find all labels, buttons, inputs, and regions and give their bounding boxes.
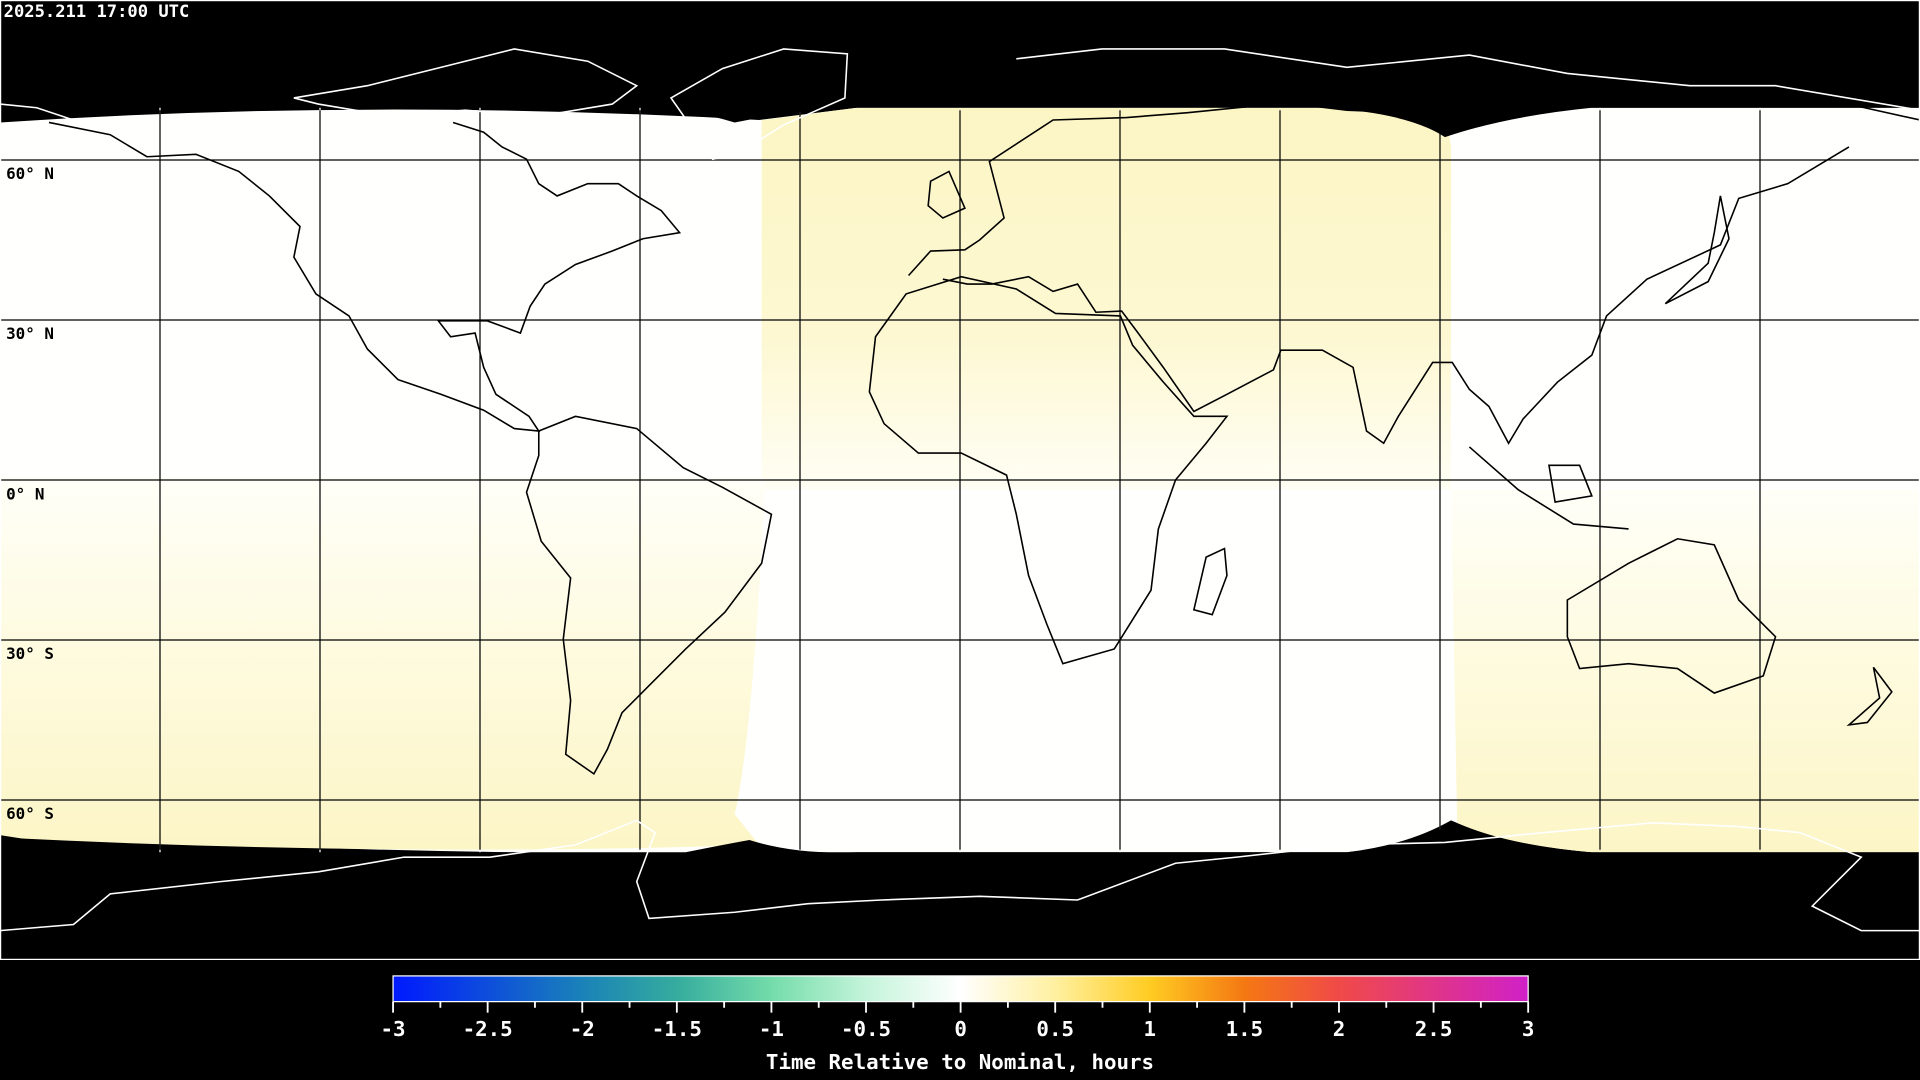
region-positive-north bbox=[761, 107, 1452, 490]
lat-label-30n: 30° N bbox=[6, 324, 54, 343]
colorbar-tick-label: 1 bbox=[1144, 1017, 1157, 1041]
coastline-chukotka bbox=[0, 103, 74, 121]
colorbar-tick-label: 2.5 bbox=[1415, 1017, 1453, 1041]
colorbar-label: Time Relative to Nominal, hours bbox=[766, 1050, 1154, 1074]
coastline-canadian-arctic bbox=[293, 48, 639, 118]
lat-label-60s: 60° S bbox=[6, 804, 54, 823]
coastline-greenland bbox=[669, 48, 849, 161]
colorbar-tick-label: 3 bbox=[1522, 1017, 1535, 1041]
colorbar-tick-label: -3 bbox=[381, 1017, 406, 1041]
coastline-africa bbox=[868, 275, 1229, 665]
lat-label-60n: 60° N bbox=[6, 164, 54, 183]
coastline-antarctica bbox=[0, 819, 1920, 932]
colorbar-tick-label: -1.5 bbox=[652, 1017, 702, 1041]
coastline-europe-asia bbox=[907, 87, 1920, 445]
colorbar-tick-label: 0.5 bbox=[1036, 1017, 1074, 1041]
colorbar-ticks: -3 -2.5 -2 -1.5 -1 -0.5 0 0.5 1 1.5 2 2.5 3 bbox=[381, 1001, 1535, 1041]
coastline-japan bbox=[1664, 195, 1730, 305]
coastline-siberia-coast bbox=[1016, 48, 1920, 111]
coastline-new-zealand bbox=[1846, 666, 1893, 727]
colorbar-tick-label: -0.5 bbox=[841, 1017, 891, 1041]
colorbar-gradient bbox=[392, 975, 1529, 1003]
map-panel: 2025.211 17:00 UTC 60° N 30° N 0° N 30° … bbox=[0, 0, 1920, 960]
colorbar-tick-label: 1.5 bbox=[1226, 1017, 1264, 1041]
colorbar-tick-label: -2.5 bbox=[463, 1017, 513, 1041]
colorbar-tick-label: 0 bbox=[954, 1017, 967, 1041]
coastline-indonesia bbox=[1468, 446, 1629, 530]
timestamp-title: 2025.211 17:00 UTC bbox=[4, 2, 190, 22]
colorbar: -3 -2.5 -2 -1.5 -1 -0.5 0 0.5 1 1.5 2 2.5 3 Time Rel… bbox=[381, 975, 1535, 1074]
lat-label-0n: 0° N bbox=[6, 485, 44, 504]
map-border bbox=[0, 0, 1920, 960]
region-positive-southwest bbox=[0, 477, 766, 850]
colorbar-tick-label: -2 bbox=[570, 1017, 595, 1041]
coastline-south-america bbox=[525, 415, 773, 776]
coastline-north-america bbox=[48, 121, 682, 432]
colorbar-tick-label: 2 bbox=[1333, 1017, 1346, 1041]
region-positive-southeast bbox=[1451, 489, 1920, 853]
coastline-uk bbox=[927, 170, 966, 219]
graticule-on-data bbox=[0, 110, 1920, 850]
colorbar-tick-label: -1 bbox=[759, 1017, 784, 1041]
coastline-madagascar bbox=[1192, 547, 1228, 616]
coastline-australia bbox=[1566, 537, 1777, 694]
lat-label-30s: 30° S bbox=[6, 644, 54, 663]
coastlines bbox=[0, 48, 1920, 932]
